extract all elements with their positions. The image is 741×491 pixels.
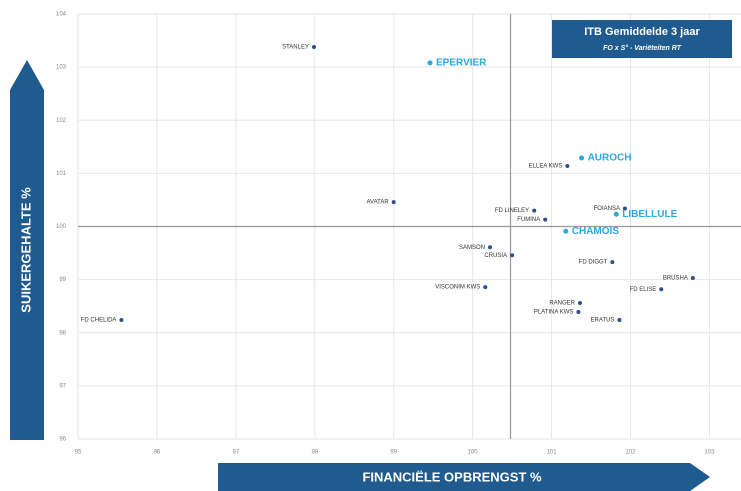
point-label: AVATAR [366, 200, 389, 206]
x-tick-label: 96 [154, 450, 161, 456]
point-label: ERATUS [591, 318, 615, 324]
point-label: FD DIGGT [579, 260, 608, 266]
chart-title: ITB Gemiddelde 3 jaar [584, 26, 700, 38]
point-label: LIBELLULE [622, 209, 677, 220]
y-axis-arrow [10, 60, 44, 440]
point [427, 60, 433, 66]
y-tick-label: 99 [59, 277, 66, 283]
point-label: ELLEA KWS [529, 164, 563, 170]
point [690, 276, 695, 281]
x-tick-label: 95 [75, 450, 82, 456]
point-label: VISCONIM KWS [435, 285, 480, 291]
y-tick-label: 98 [59, 330, 66, 336]
point [311, 44, 316, 49]
x-tick-label: 100 [468, 450, 479, 456]
point [483, 285, 488, 290]
x-tick-label: 102 [625, 450, 636, 456]
point [391, 200, 396, 205]
point-label: FD CHELIDA [81, 318, 117, 324]
point [488, 245, 493, 250]
point [577, 301, 582, 305]
point [622, 206, 627, 211]
point [532, 208, 537, 213]
point-label: FOIANSA [594, 206, 620, 212]
y-tick-label: 101 [56, 171, 67, 177]
point [565, 163, 570, 168]
point [659, 287, 664, 292]
x-axis-arrow [218, 463, 710, 491]
point [617, 318, 622, 322]
point-label: CHAMOIS [572, 226, 620, 237]
point-label: EPERVIER [436, 58, 487, 69]
point-label: FUMINA [517, 217, 540, 223]
x-axis-label: FINANCIËLE OPBRENGST % [362, 469, 542, 484]
point [613, 211, 619, 217]
point-label: PLATINA KWS [534, 310, 574, 316]
y-tick-label: 102 [56, 118, 67, 124]
point [510, 253, 515, 258]
y-tick-label: 96 [59, 437, 66, 443]
point-label: FD LINELEY [495, 208, 529, 214]
point-label: SAMSON [459, 245, 485, 251]
point [576, 310, 581, 315]
chart-subtitle: FO x S° - Variëteiten RT [603, 44, 682, 52]
point-label: BRUSHA [663, 276, 688, 282]
point [119, 318, 124, 322]
point-label: RANGER [549, 301, 575, 307]
y-tick-label: 100 [56, 224, 67, 230]
point [610, 260, 615, 265]
point [579, 155, 585, 161]
y-tick-label: 104 [56, 12, 67, 18]
x-tick-label: 98 [311, 450, 318, 456]
point [543, 217, 548, 222]
y-axis-label: SUIKERGEHALTE % [18, 187, 33, 313]
x-tick-label: 103 [704, 450, 715, 456]
point-label: AUROCH [588, 153, 632, 164]
point-label: FD ELISE [630, 287, 657, 293]
y-tick-label: 97 [59, 383, 66, 389]
x-tick-label: 101 [547, 450, 558, 456]
point-label: CRUSIA [484, 253, 507, 259]
point [563, 228, 569, 234]
title-box [552, 20, 732, 58]
x-tick-label: 99 [390, 450, 397, 456]
point-label: STANLEY [282, 45, 309, 51]
y-tick-label: 103 [56, 65, 67, 71]
x-tick-label: 97 [233, 450, 240, 456]
